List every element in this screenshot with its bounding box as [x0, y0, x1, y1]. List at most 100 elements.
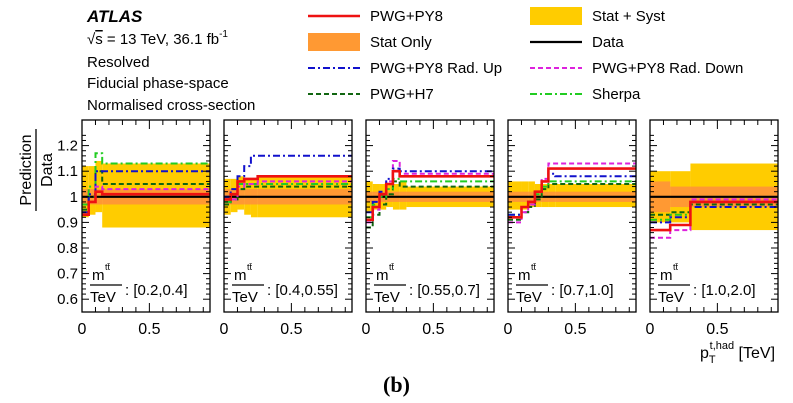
panel-4-mass-range: : [1.0,2.0] — [693, 282, 756, 299]
panel-4-sherpa-line — [650, 200, 778, 221]
legend-label-1: Stat + Syst — [592, 8, 666, 25]
y-axis-title-denominator: Data — [39, 153, 56, 187]
legend-entry-5: PWG+PY8 Rad. Down — [530, 60, 743, 77]
panel-3-rad_up-line — [508, 172, 636, 216]
panel-2: 0 0.5 m tt̄ TeV: [0.55,0.7] — [362, 119, 495, 338]
panel-2-frame — [365, 119, 495, 313]
panel-1-mass-denominator: TeV — [232, 289, 258, 306]
panel-3: 0 0.5 m tt̄ TeV : [0.7,1.0] — [504, 119, 637, 338]
panel-0: 0 0.5 m tt̄ TeV : [0.2,0.4] — [78, 119, 211, 338]
legend-swatch-1 — [530, 7, 582, 25]
header-line-resolved: Resolved — [87, 54, 150, 71]
ytick-label-2: 1 — [70, 189, 78, 206]
legend-entry-2: Stat Only — [308, 33, 432, 51]
legend-label-4: PWG+PY8 Rad. Up — [370, 60, 502, 77]
panel-2-mass-superscript: tt̄ — [389, 262, 395, 272]
header-line-normalised: Normalised cross-section — [87, 97, 255, 114]
panel-0-mass-numerator: m — [92, 267, 105, 284]
x-axis-title-text: pTt,had [TeV] — [700, 340, 775, 366]
ytick-label-1: 1.1 — [57, 163, 78, 180]
panel-3-frame — [507, 119, 637, 313]
figure-header: ATLAS √s = 13 TeV, 36.1 fb-1 Resolved Fi… — [86, 7, 255, 114]
panel-caption: (b) — [383, 372, 410, 397]
panel-1-mass-range: : [0.4,0.55] — [267, 282, 338, 299]
ratio-panels: 0 0.5m tt̄TeV: [0.2,0.4]0 0.5m tt̄TeV: [0.4,… — [57, 119, 779, 338]
panel-0-mass-superscript: tt̄ — [105, 262, 111, 272]
legend-entry-1: Stat + Syst — [530, 7, 666, 25]
panel-3-xtick-label-0: 0 — [504, 321, 513, 338]
panel-0-pwg_py8-line — [82, 190, 210, 216]
panel-1-xtick-label-0: 0 — [220, 321, 229, 338]
legend-label-2: Stat Only — [370, 34, 432, 51]
ytick-label-0: 1.2 — [57, 138, 78, 155]
panel-1-mass-superscript: tt̄ — [247, 262, 253, 272]
panel-1-frame — [223, 119, 353, 313]
ytick-label-6: 0.6 — [57, 291, 78, 308]
panel-4-xtick-label-0: 0 — [646, 321, 655, 338]
legend-label-0: PWG+PY8 — [370, 8, 443, 25]
panel-0-mass-denominator: TeV — [90, 289, 116, 306]
panel-4-mass-denominator: TeV — [658, 289, 684, 306]
panel-0-xtick-label-1: 0.5 — [138, 321, 160, 338]
panel-4-mass-superscript: tt̄ — [673, 262, 679, 272]
ytick-label-5: 0.7 — [57, 266, 78, 283]
panel-1-mass-numerator: m — [234, 267, 247, 284]
panel-2-mass-denominator: TeV — [374, 289, 400, 306]
panel-3-mass-denominator: TeV — [516, 289, 542, 306]
panel-4-frame — [649, 119, 779, 313]
panel-4-pwg_h7-line — [650, 203, 778, 216]
panel-2-mass-label: m tt̄ TeV : [0.55,0.7] — [374, 262, 480, 306]
y-axis-title: Prediction Data — [18, 129, 56, 211]
panel-1-plot-area — [224, 154, 352, 218]
panel-1-mass-label: m tt̄ TeV : [0.4,0.55] — [232, 262, 338, 306]
legend-swatch-2 — [308, 33, 360, 51]
panel-0-mass-label: m tt̄ TeV : [0.2,0.4] — [90, 262, 188, 306]
ytick-label-3: 0.9 — [57, 214, 78, 231]
panel-4-rad_up-line — [650, 206, 778, 224]
panel-3-mass-numerator: m — [518, 267, 531, 284]
panel-3-mass-label: m tt̄ TeV : [0.7,1.0] — [516, 262, 614, 306]
x-axis-title: pTt,had [TeV] — [700, 340, 775, 366]
panel-0-xtick-label-0: 0 — [78, 321, 87, 338]
panel-2-xtick-label-0: 0 — [362, 321, 371, 338]
legend-label-6: PWG+H7 — [370, 86, 434, 103]
panel-1-rad_down-line — [224, 180, 352, 201]
legend-label-3: Data — [592, 34, 624, 51]
panel-3-mass-superscript: tt̄ — [531, 262, 537, 272]
legend-entry-6: PWG+H7 — [308, 86, 434, 103]
panel-0-plot-area — [82, 152, 210, 228]
legend-entry-3: Data — [530, 34, 624, 51]
panel-1-rad_up-line — [224, 154, 352, 198]
panel-4-plot-area — [650, 163, 778, 239]
legend-entry-7: Sherpa — [530, 86, 641, 103]
panel-4-pwg_py8-line — [650, 200, 778, 232]
panel-1-xtick-label-1: 0.5 — [280, 321, 302, 338]
header-line-fiducial: Fiducial phase-space — [87, 75, 229, 92]
panel-4: 0 0.5 m tt̄ TeV : [1.0,2.0] — [646, 119, 779, 338]
ratio-figure: ATLAS √s = 13 TeV, 36.1 fb-1 Resolved Fi… — [18, 7, 779, 366]
legend-label-7: Sherpa — [592, 86, 641, 103]
legend-label-5: PWG+PY8 Rad. Down — [592, 60, 743, 77]
panel-4-rad_down-line — [650, 198, 778, 239]
legend: PWG+PY8 Stat + Syst Stat Only Data PWG+PY8 R… — [308, 7, 743, 103]
panel-3-mass-range: : [0.7,1.0] — [551, 282, 614, 299]
panel-3-plot-area — [508, 162, 636, 224]
panel-1: 0 0.5 m tt̄ TeV : [0.4,0.55] — [220, 119, 353, 338]
panel-3-xtick-label-1: 0.5 — [564, 321, 586, 338]
panel-2-pwg_py8-line — [366, 169, 494, 222]
panel-4-xtick-label-1: 0.5 — [706, 321, 728, 338]
panel-0-frame — [81, 119, 211, 313]
panel-2-mass-numerator: m — [376, 267, 389, 284]
panel-3-pwg_py8-line — [508, 167, 636, 219]
panel-4-mass-label: m tt̄ TeV : [1.0,2.0] — [658, 262, 756, 306]
atlas-label: ATLAS — [86, 7, 143, 26]
panel-2-mass-range: : [0.55,0.7] — [409, 282, 480, 299]
panel-1-pwg_py8-line — [224, 175, 352, 201]
panel-4-mass-numerator: m — [660, 267, 673, 284]
y-axis-title-numerator: Prediction — [18, 134, 35, 205]
panel-2-plot-area — [366, 160, 494, 229]
energy-lumi-label: √s = 13 TeV, 36.1 fb-1 — [87, 29, 228, 48]
panel-0-mass-range: : [0.2,0.4] — [125, 282, 188, 299]
legend-entry-0: PWG+PY8 — [308, 8, 443, 25]
panel-0-sherpa-line — [82, 152, 210, 206]
